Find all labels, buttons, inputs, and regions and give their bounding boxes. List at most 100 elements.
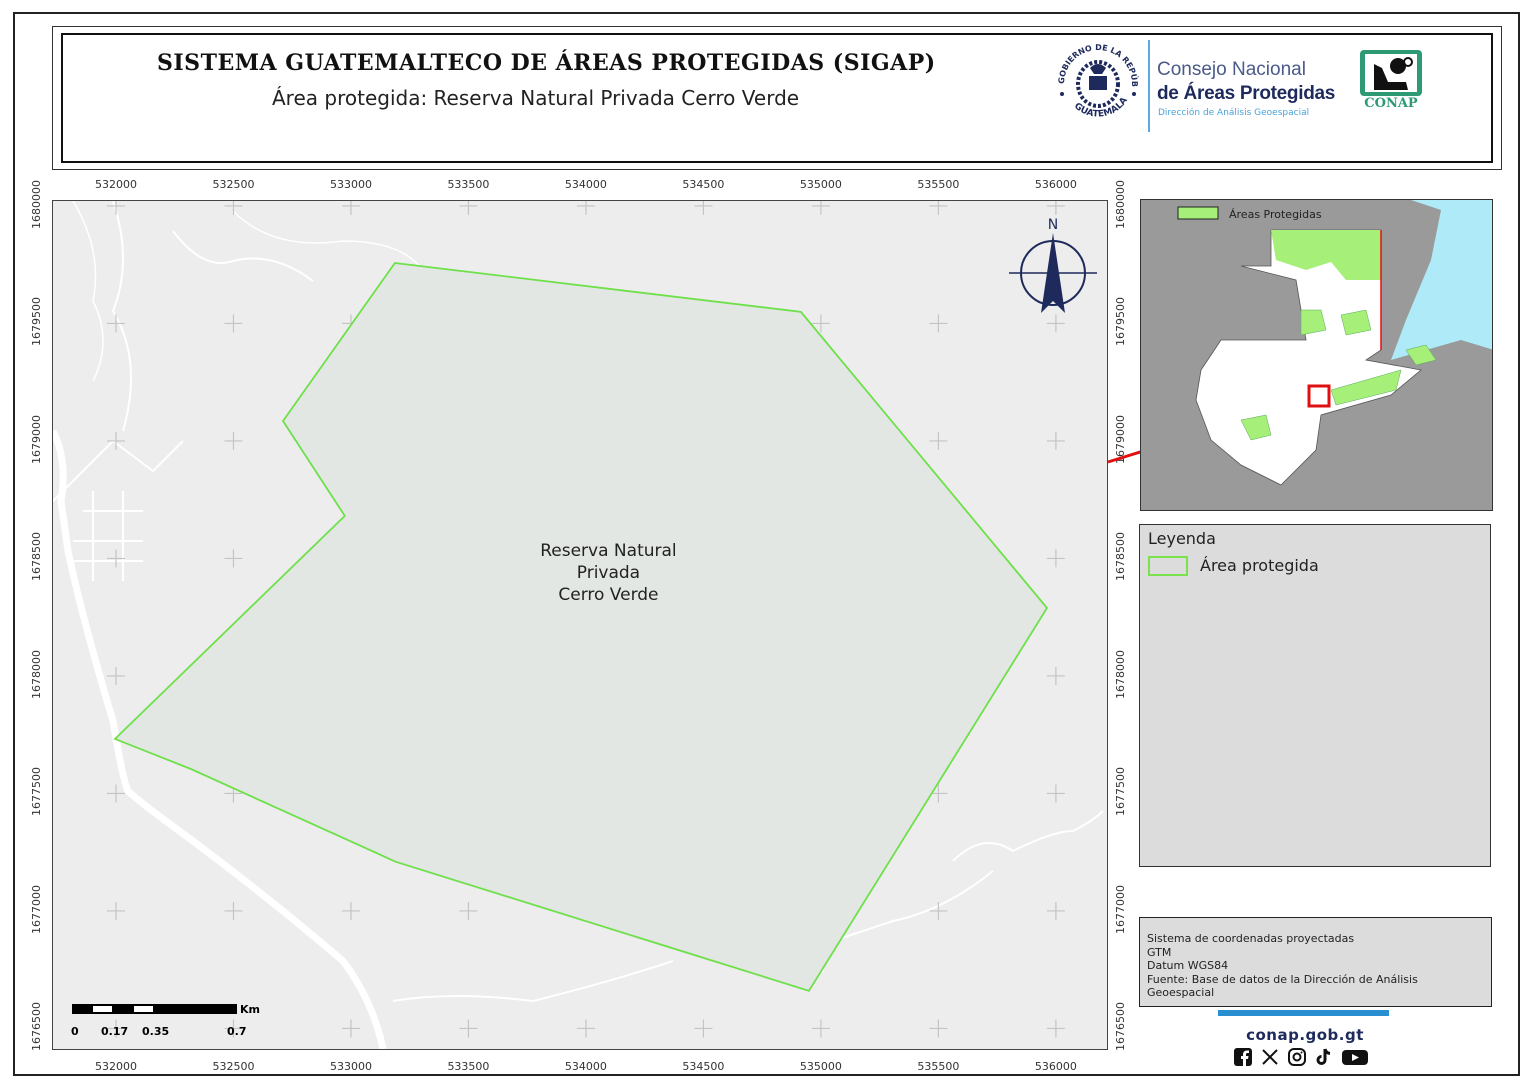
scale-label-1: 0.17 [101, 1025, 128, 1038]
social-icons [1234, 1047, 1368, 1067]
x-tick-label: 532500 [212, 178, 255, 191]
grid-cross [459, 201, 478, 215]
grid-cross [106, 201, 125, 215]
grid-cross [224, 901, 243, 920]
grid-cross [459, 1019, 478, 1038]
grid-cross [1046, 901, 1065, 920]
scale-label-0: 0 [71, 1025, 79, 1038]
area-label-line3: Cerro Verde [558, 585, 659, 606]
x-tick-label: 533000 [329, 1060, 372, 1073]
grid-cross [929, 901, 948, 920]
scale-bar: Km 0 0.17 0.35 0.7 [71, 1003, 271, 1047]
website-link[interactable]: conap.gob.gt [1246, 1026, 1364, 1044]
map-frame [13, 12, 1520, 1076]
grid-cross [224, 314, 243, 333]
grid-cross [811, 1019, 830, 1038]
x-tick-label: 535000 [799, 178, 842, 191]
x-icon[interactable] [1261, 1048, 1279, 1066]
logo-divider [1148, 40, 1150, 132]
info-line: GTM [1147, 945, 1172, 959]
scale-unit: Km [240, 1003, 260, 1016]
y-tick-label: 1678000 [30, 649, 43, 699]
youtube-icon[interactable] [1342, 1048, 1368, 1066]
y-tick-label: 1678000 [1114, 649, 1127, 699]
conap-logo-text: CONAP [1364, 96, 1418, 111]
guatemala-seal-logo: GOBIERNO DE LA REPÚBLICA GUATEMALA [1052, 38, 1141, 120]
header-box [61, 33, 1493, 163]
x-tick-label: 534500 [682, 1060, 725, 1073]
protected-area-label: Reserva Natural Privada Cerro Verde [518, 540, 698, 606]
grid-cross [224, 1019, 243, 1038]
grid-cross [106, 549, 125, 568]
scale-label-3: 0.7 [227, 1025, 247, 1038]
map-info-box: Sistema de coordenadas proyectadas GTM D… [1139, 917, 1492, 1007]
grid-cross [811, 314, 830, 333]
protected-areas-other [1240, 309, 1437, 441]
grid-cross [341, 1019, 360, 1038]
grid-cross [1046, 666, 1065, 685]
grid-cross [576, 1019, 595, 1038]
grid-cross [106, 431, 125, 450]
x-tick-label: 533000 [329, 178, 372, 191]
legend-item-label: Área protegida [1200, 556, 1319, 575]
scale-label-2: 0.35 [142, 1025, 169, 1038]
legend-panel: Leyenda Área protegida [1139, 524, 1491, 867]
grid-cross [106, 784, 125, 803]
map-title: SISTEMA GUATEMALTECO DE ÁREAS PROTEGIDAS… [157, 50, 936, 76]
grid-cross [576, 201, 595, 215]
y-tick-label: 1679500 [30, 297, 43, 347]
legend-title: Leyenda [1148, 529, 1216, 548]
x-tick-label: 535500 [917, 178, 960, 191]
conap-monkey-logo [1360, 50, 1422, 96]
grid-cross [929, 314, 948, 333]
grid-cross [929, 431, 948, 450]
inset-map[interactable]: Áreas Protegidas [1140, 199, 1493, 511]
x-tick-label: 536000 [1034, 178, 1077, 191]
north-arrow-icon [1041, 233, 1065, 313]
north-arrow: N [1009, 217, 1097, 313]
info-line: Datum WGS84 [1147, 959, 1229, 972]
grid-cross [694, 1019, 713, 1038]
y-tick-label: 1677500 [30, 767, 43, 817]
x-tick-label: 535500 [917, 1060, 960, 1073]
main-map[interactable]: N Reserva Natural Privada Cerro Verde Km… [52, 200, 1108, 1050]
org-name-line2: de Áreas Protegidas [1157, 83, 1336, 104]
x-tick-label: 532000 [94, 1060, 137, 1073]
y-tick-label: 1677000 [1114, 884, 1127, 934]
grid-cross [1046, 784, 1065, 803]
grid-cross [106, 314, 125, 333]
y-tick-label: 1677000 [30, 884, 43, 934]
footer-divider [1218, 1010, 1389, 1016]
tiktok-icon[interactable] [1315, 1048, 1333, 1066]
y-tick-label: 1676500 [1114, 1002, 1127, 1052]
instagram-icon[interactable] [1288, 1048, 1306, 1066]
grid-cross [224, 549, 243, 568]
protected-area-peten [1271, 230, 1381, 280]
grid-cross [106, 901, 125, 920]
grid-cross [929, 1019, 948, 1038]
area-label-line2: Privada [576, 563, 641, 584]
grid-cross [929, 201, 948, 215]
x-tick-label: 532500 [212, 1060, 255, 1073]
grid-cross [1046, 431, 1065, 450]
org-department: Dirección de Análisis Geoespacial [1158, 108, 1310, 118]
info-line: Sistema de coordenadas proyectadas [1147, 932, 1355, 945]
inset-legend-swatch [1177, 206, 1219, 220]
facebook-icon[interactable] [1234, 1048, 1252, 1066]
inset-legend-label: Áreas Protegidas [1229, 208, 1322, 221]
grid-cross [1046, 314, 1065, 333]
grid-cross [1046, 201, 1065, 215]
x-tick-label: 533500 [447, 178, 490, 191]
map-subtitle: Área protegida: Reserva Natural Privada … [272, 86, 800, 110]
grid-cross [811, 201, 830, 215]
grid-cross [341, 201, 360, 215]
protected-area-polygon[interactable] [113, 262, 1049, 992]
x-tick-label: 535000 [799, 1060, 842, 1073]
north-label: N [1048, 217, 1058, 233]
grid-cross [694, 201, 713, 215]
x-tick-label: 532000 [94, 178, 137, 191]
y-tick-label: 1679000 [30, 414, 43, 464]
x-tick-label: 534000 [564, 1060, 607, 1073]
grid-cross [1046, 1019, 1065, 1038]
grid-cross [224, 201, 243, 215]
